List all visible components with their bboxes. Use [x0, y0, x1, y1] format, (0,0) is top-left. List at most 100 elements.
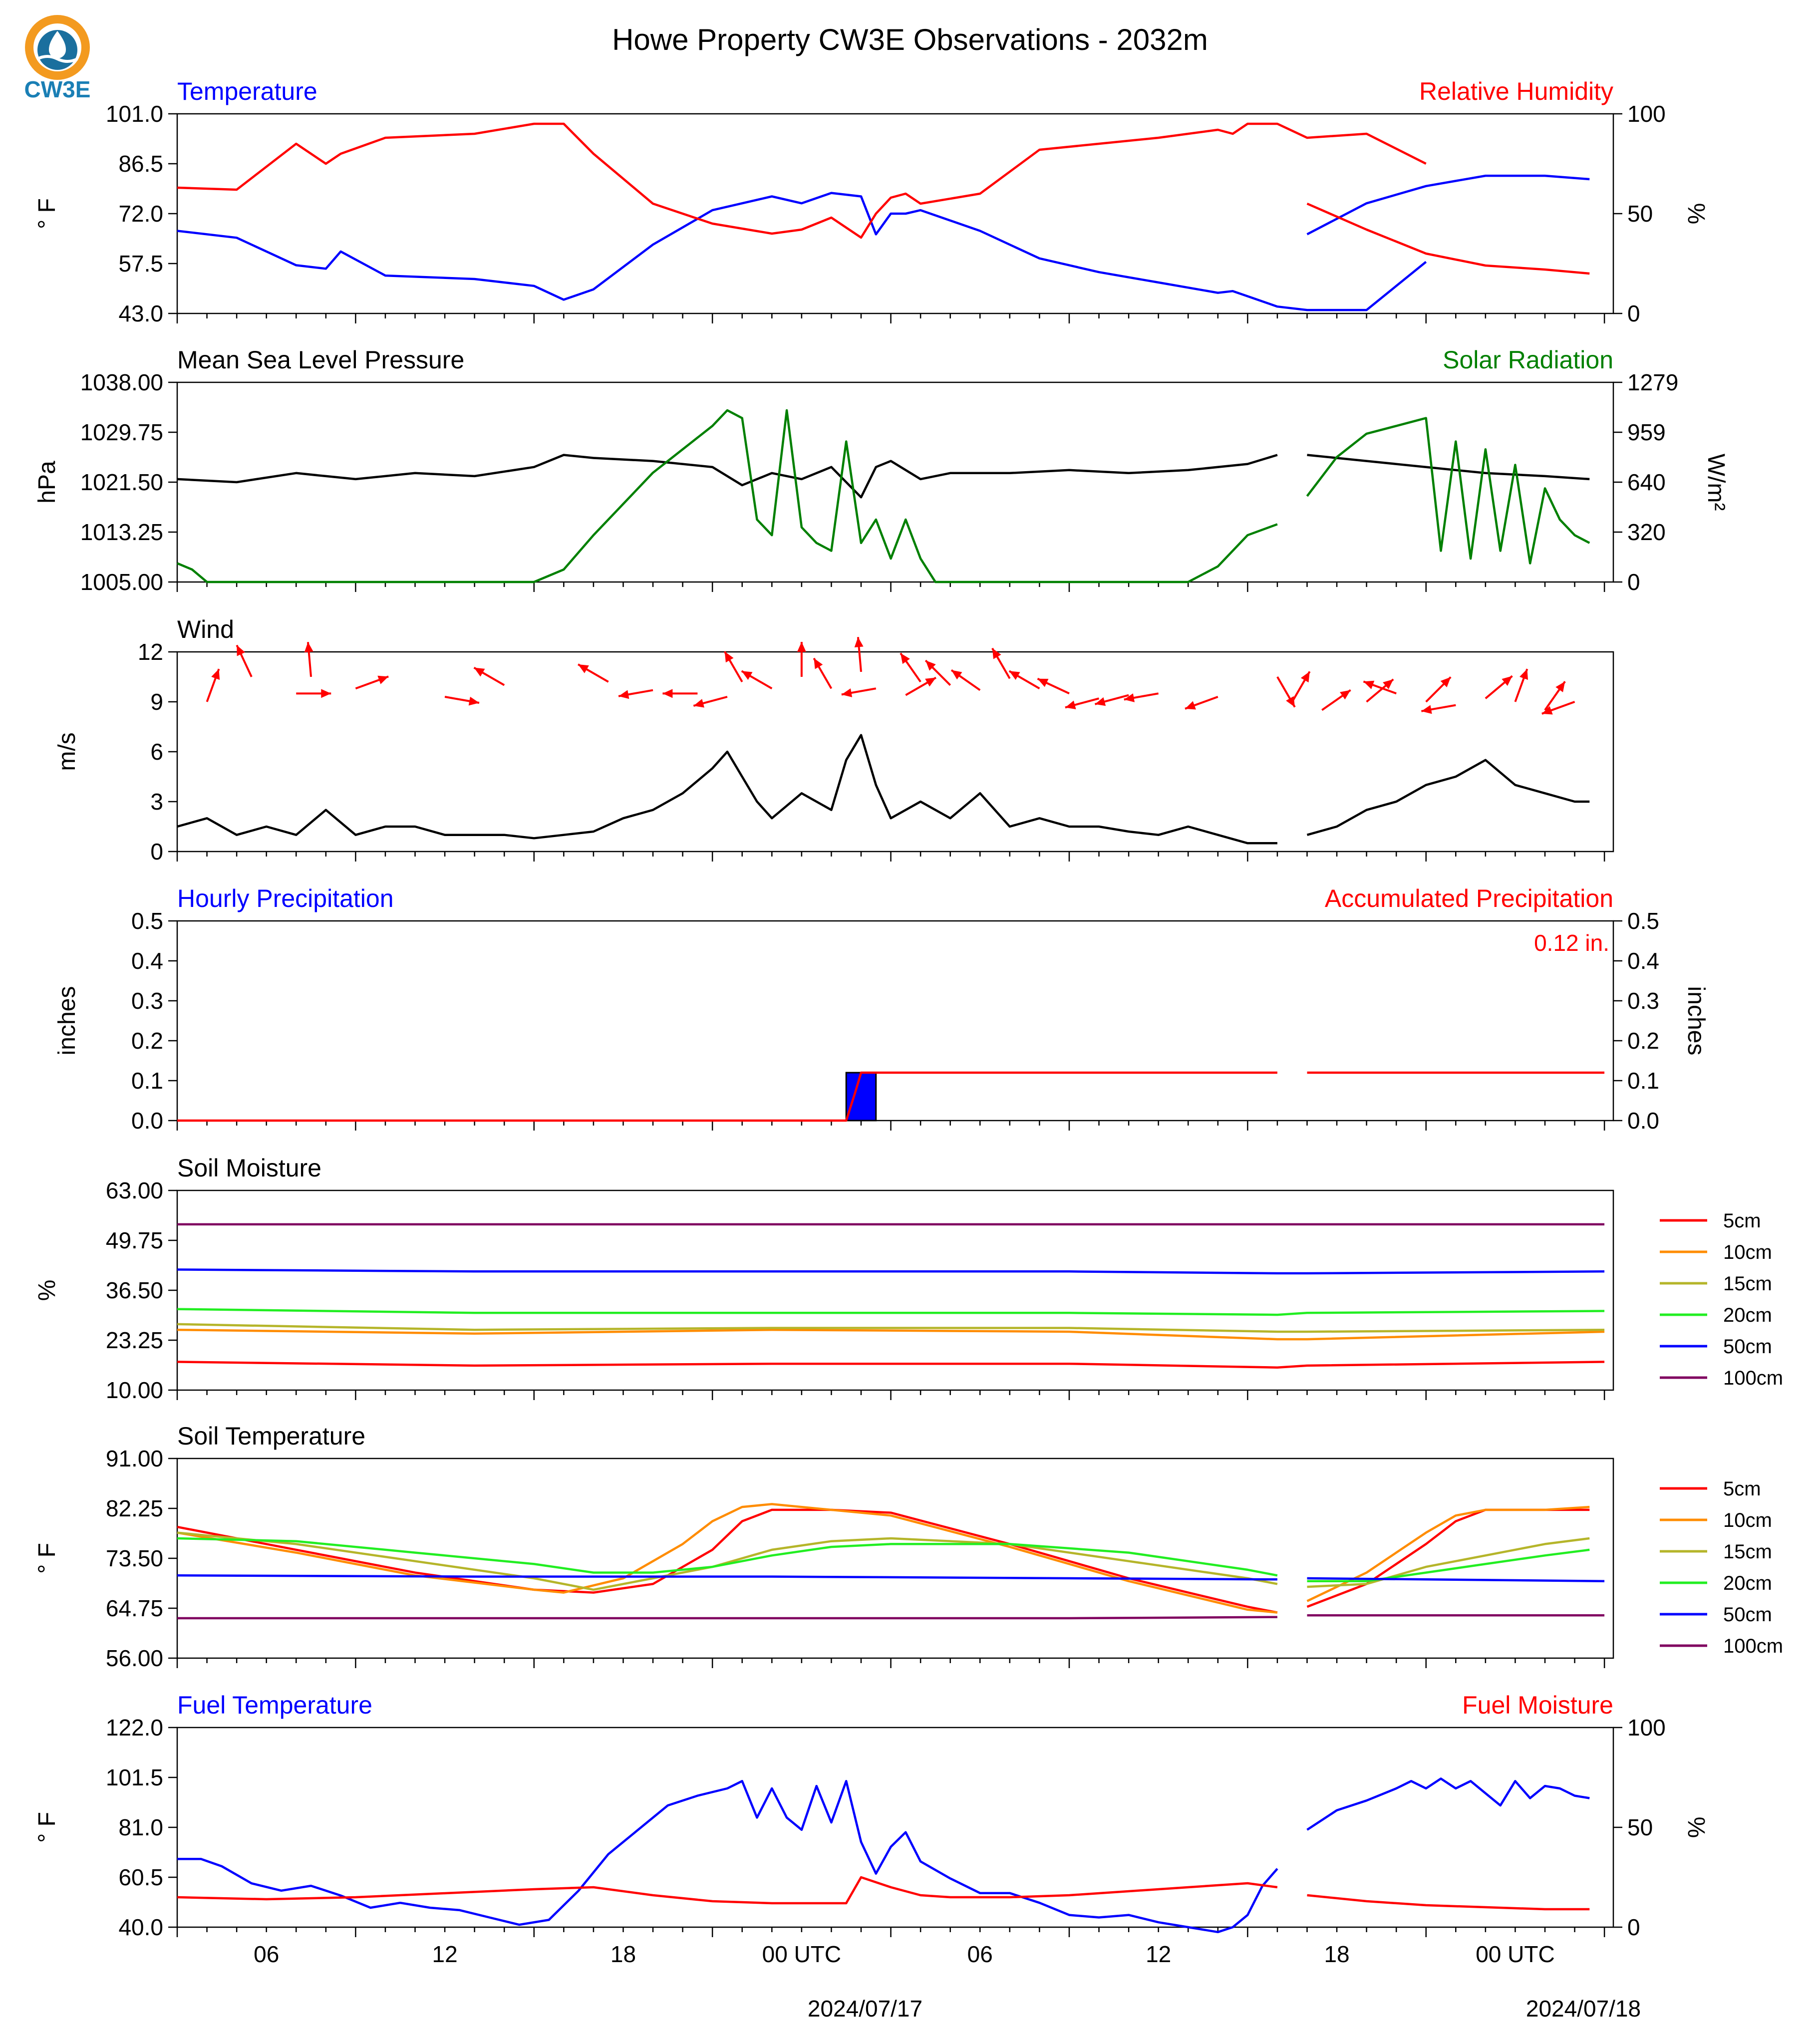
series-line-black — [177, 454, 1278, 499]
ytick-label: 101.0 — [106, 101, 163, 127]
ytick-right-label: 0 — [1627, 569, 1640, 595]
wind-arrow-head — [1185, 701, 1196, 710]
ytick-label: 49.75 — [106, 1227, 163, 1253]
panel-wind: Wind 12 9 6 3 0 m/s — [54, 615, 1614, 865]
date-label-1: 2024/07/17 — [808, 1996, 922, 2022]
logo-droplet-icon — [49, 31, 66, 58]
wind-arrow-head — [1065, 700, 1076, 709]
wind-arrow-head — [321, 689, 331, 698]
ytick-right-label: 959 — [1627, 419, 1666, 445]
series-line-15cm — [177, 1531, 1278, 1591]
ytick-label: 57.5 — [118, 251, 163, 277]
plot-frame — [176, 1189, 1614, 1391]
ylabel-left: % — [34, 1280, 60, 1301]
ytick-right-label: 50 — [1627, 1814, 1653, 1840]
ytick-right-label: 0 — [1627, 300, 1640, 326]
panel-title-left: Hourly Precipitation — [177, 884, 394, 912]
ytick-label: 122.0 — [106, 1715, 163, 1740]
ytick-label: 43.0 — [118, 300, 163, 326]
wind-arrow-head — [468, 696, 480, 706]
ytick-label: 0.4 — [131, 948, 163, 974]
series-line-15cm — [177, 1323, 1605, 1333]
panel-temp_rh: Temperature Relative Humidity 101.0 86.5 72.… — [34, 77, 1709, 326]
ytick-right-label: 320 — [1627, 519, 1666, 545]
panel-pressure_solar: Mean Sea Level Pressure Solar Radiation 10… — [34, 346, 1729, 595]
ytick-right-label: 0 — [1627, 1914, 1640, 1940]
ytick-right-label: 0.2 — [1627, 1028, 1659, 1054]
legend-label: 20cm — [1723, 1572, 1772, 1594]
ylabel-right: inches — [1683, 986, 1709, 1056]
panel-title-right: Fuel Moisture — [1462, 1691, 1613, 1719]
legend-label: 15cm — [1723, 1273, 1772, 1295]
wind-arrow-head — [741, 671, 753, 680]
ytick-label: 3 — [150, 789, 163, 815]
legend-label: 50cm — [1723, 1604, 1772, 1626]
wind-arrow-head — [1009, 671, 1020, 680]
panel-fuel: Fuel Temperature Fuel Moisture 122.0 101.5 8… — [34, 1691, 1709, 1967]
series-line-red — [1306, 202, 1590, 275]
series-line-green — [1306, 417, 1590, 565]
plot-frame — [176, 651, 1614, 853]
xtick-label: 06 — [967, 1941, 993, 1967]
series-line-20cm — [1307, 1548, 1590, 1582]
ytick-label: 72.0 — [118, 201, 163, 227]
wind-arrow-head — [1340, 690, 1351, 700]
series-line-20cm — [177, 1537, 1278, 1577]
panel-title-right: Relative Humidity — [1419, 77, 1613, 105]
ylabel-left: ° F — [34, 1812, 60, 1843]
ytick-label: 86.5 — [118, 151, 163, 177]
series-line-5cm — [177, 1361, 1605, 1369]
panel-title-left: Temperature — [177, 77, 317, 105]
wind-arrow-head — [900, 653, 910, 664]
legend-label: 10cm — [1723, 1509, 1772, 1531]
ytick-label: 9 — [150, 689, 163, 715]
legend-label: 5cm — [1723, 1210, 1761, 1232]
ylabel-right: W/m² — [1703, 454, 1729, 511]
series-line-blue — [1306, 1777, 1590, 1831]
series-line-15cm — [1307, 1537, 1590, 1588]
legend-label: 20cm — [1723, 1304, 1772, 1326]
panel-title-right: Solar Radiation — [1443, 346, 1613, 374]
logo-wave-icon — [36, 55, 78, 63]
ytick-label: 101.5 — [106, 1764, 163, 1790]
ytick-label: 0 — [150, 839, 163, 865]
ylabel-left: inches — [54, 986, 80, 1056]
wind-arrow-head — [1541, 706, 1553, 715]
wind-arrow-head — [724, 651, 734, 663]
series-line-5cm — [1306, 1508, 1590, 1608]
wind-arrow-head — [1519, 669, 1528, 680]
ytick-label: 1038.00 — [80, 369, 163, 395]
ytick-label: 0.2 — [131, 1028, 163, 1054]
xtick-label: 18 — [1324, 1941, 1349, 1967]
ytick-label: 1013.25 — [80, 519, 163, 545]
ylabel-left: ° F — [34, 1543, 60, 1574]
ytick-label: 10.00 — [106, 1377, 163, 1403]
wind-arrow-head — [1286, 696, 1295, 707]
panels: Temperature Relative Humidity 101.0 86.5 72.… — [34, 77, 1783, 1967]
ytick-right-label: 0.4 — [1627, 948, 1659, 974]
series-line-black — [1307, 454, 1590, 481]
wind-arrow-head — [474, 667, 485, 677]
wind-arrow-head — [1421, 705, 1432, 714]
ytick-label: 81.0 — [118, 1814, 163, 1840]
cw3e-logo: CW3E — [24, 15, 90, 102]
legend-label: 5cm — [1723, 1478, 1761, 1500]
ytick-label: 60.5 — [118, 1864, 163, 1890]
series-line-10cm — [177, 1328, 1605, 1341]
ytick-right-label: 0.5 — [1627, 908, 1659, 934]
series-line-red — [177, 1876, 1278, 1905]
wind-arrow-head — [992, 648, 1001, 659]
ytick-label: 36.50 — [106, 1277, 163, 1303]
series-line-red — [177, 1071, 1277, 1122]
wind-arrow-head — [578, 664, 589, 673]
wind-arrow-head — [662, 689, 673, 698]
wind-arrow-head — [304, 642, 313, 652]
panel-precip: Hourly Precipitation Accumulated Precipit… — [54, 884, 1709, 1134]
series-line-red — [1307, 1894, 1590, 1911]
ytick-label: 91.00 — [106, 1446, 163, 1471]
ylabel-left: m/s — [54, 732, 80, 771]
panel-title-left: Wind — [177, 615, 234, 643]
ylabel-right: % — [1683, 203, 1709, 225]
wind-arrow-head — [693, 699, 704, 708]
series-line-blue — [1306, 174, 1590, 236]
